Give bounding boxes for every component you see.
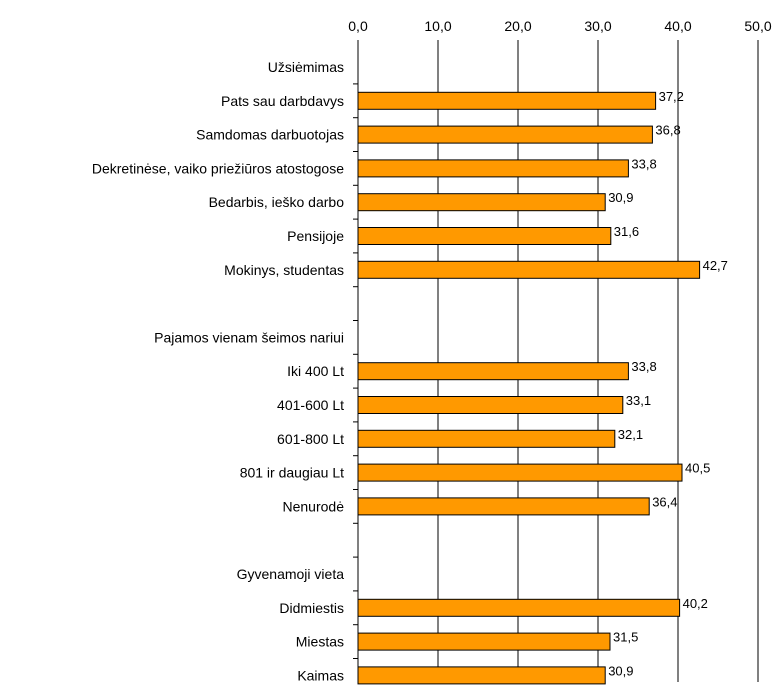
- bar: [357, 260, 701, 279]
- data-label: 33,1: [626, 393, 651, 408]
- category-label: Iki 400 Lt: [287, 363, 344, 379]
- data-label: 30,9: [608, 663, 633, 678]
- x-tick-label: 20,0: [504, 18, 531, 34]
- category-label: Kaimas: [297, 667, 344, 683]
- data-label: 31,5: [613, 630, 638, 645]
- category-label: Samdomas darbuotojas: [196, 127, 344, 143]
- category-label: Nenurodė: [283, 498, 345, 514]
- bar: [357, 666, 606, 685]
- category-label: Miestas: [296, 634, 344, 650]
- x-tick-label: 40,0: [664, 18, 691, 34]
- value-labels: 37,2 36,8 33,8 30,9 31,6 42,7 33,8 33,1 32,1 40,5…: [608, 89, 728, 679]
- bar: [357, 497, 650, 516]
- category-label: Bedarbis, ieško darbo: [209, 194, 345, 210]
- x-tick-label: 0,0: [348, 18, 368, 34]
- bar: [357, 463, 683, 482]
- data-label: 42,7: [703, 258, 728, 273]
- category-label: Gyvenamoji vieta: [237, 566, 345, 582]
- data-label: 32,1: [618, 427, 643, 442]
- bar: [357, 91, 657, 110]
- bar: [357, 227, 612, 245]
- category-label: 401-600 Lt: [277, 397, 344, 413]
- category-label: Pensijoje: [287, 228, 344, 244]
- category-labels: Užsiėmimas Pats sau darbdavys Samdomas dar…: [92, 59, 358, 683]
- x-axis-ticks: 0,0 10,0 20,0 30,0 40,0 50,0: [348, 18, 772, 45]
- bar: [357, 632, 611, 651]
- category-label: Pajamos vienam šeimos nariui: [154, 329, 344, 345]
- bar: [357, 429, 616, 448]
- bar: [357, 396, 624, 414]
- category-label: 601-800 Lt: [277, 431, 344, 447]
- data-label: 36,4: [652, 494, 677, 509]
- category-label: Didmiestis: [279, 600, 344, 616]
- x-tick-label: 10,0: [424, 18, 451, 34]
- bars: [357, 91, 701, 685]
- data-label: 33,8: [631, 359, 656, 374]
- category-label: Užsiėmimas: [268, 59, 344, 75]
- data-label: 40,5: [685, 461, 710, 476]
- data-label: 33,8: [631, 156, 656, 171]
- bar: [357, 159, 629, 178]
- x-tick-label: 50,0: [744, 18, 771, 34]
- data-label: 31,6: [614, 224, 639, 239]
- data-label: 36,8: [655, 123, 680, 138]
- bar: [357, 125, 653, 144]
- category-label: Dekretinėse, vaiko priežiūros atostogose: [92, 160, 344, 176]
- data-label: 37,2: [659, 89, 684, 104]
- category-label: Pats sau darbdavys: [221, 93, 344, 109]
- bar: [357, 193, 606, 212]
- x-tick-label: 30,0: [584, 18, 611, 34]
- data-label: 40,2: [683, 596, 708, 611]
- category-label: 801 ir daugiau Lt: [240, 465, 344, 481]
- data-label: 30,9: [608, 190, 633, 205]
- category-label: Mokinys, studentas: [224, 262, 344, 278]
- bar: [357, 362, 629, 381]
- bar: [357, 598, 681, 617]
